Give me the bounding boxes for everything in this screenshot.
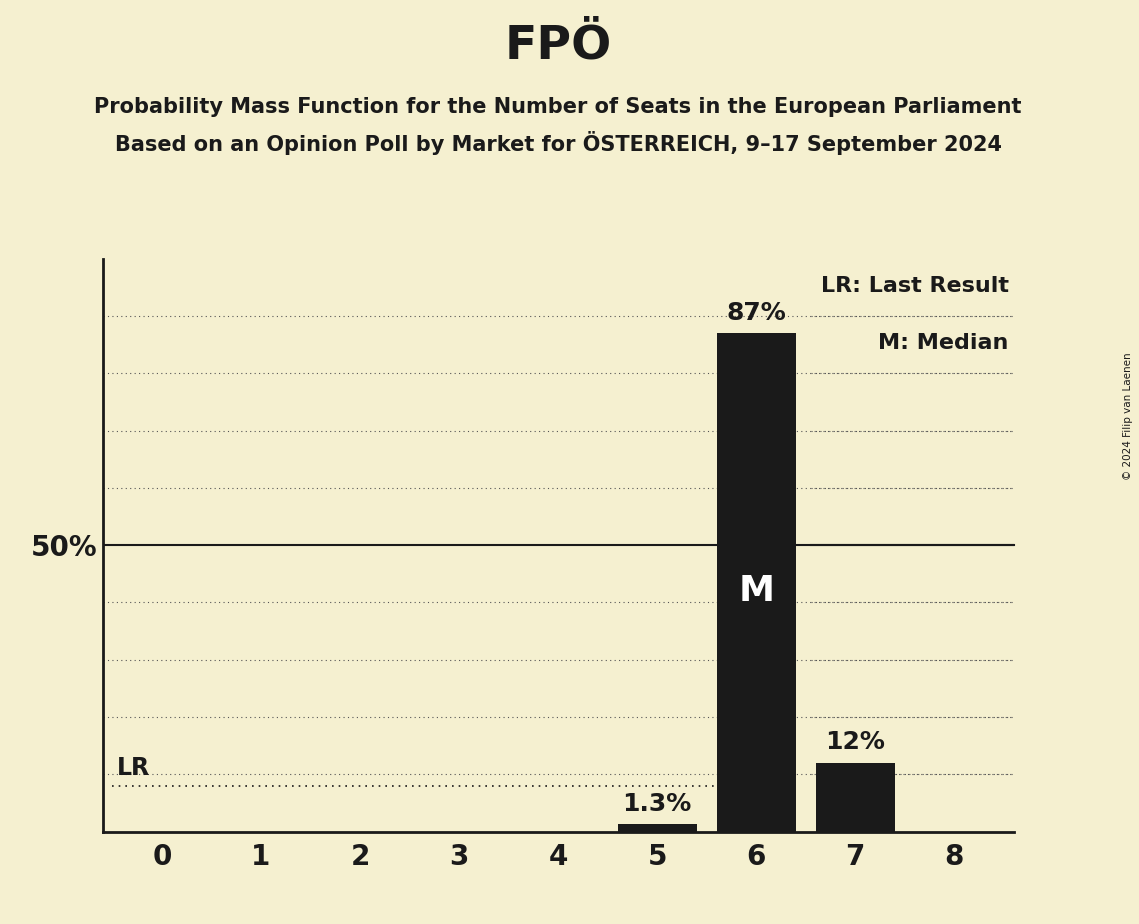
Bar: [816, 763, 895, 832]
Bar: [716, 334, 796, 832]
Text: 12%: 12%: [826, 730, 885, 754]
Bar: [617, 824, 697, 832]
Text: LR: Last Result: LR: Last Result: [821, 276, 1009, 296]
Text: © 2024 Filip van Laenen: © 2024 Filip van Laenen: [1123, 352, 1133, 480]
Text: Probability Mass Function for the Number of Seats in the European Parliament: Probability Mass Function for the Number…: [95, 97, 1022, 117]
Text: M: Median: M: Median: [878, 334, 1009, 353]
Text: 1.3%: 1.3%: [623, 792, 691, 816]
Text: FPÖ: FPÖ: [505, 23, 612, 68]
Text: M: M: [738, 574, 775, 608]
Text: Based on an Opinion Poll by Market for ÖSTERREICH, 9–17 September 2024: Based on an Opinion Poll by Market for Ö…: [115, 131, 1001, 155]
Text: 87%: 87%: [727, 300, 786, 324]
Text: LR: LR: [117, 756, 150, 780]
